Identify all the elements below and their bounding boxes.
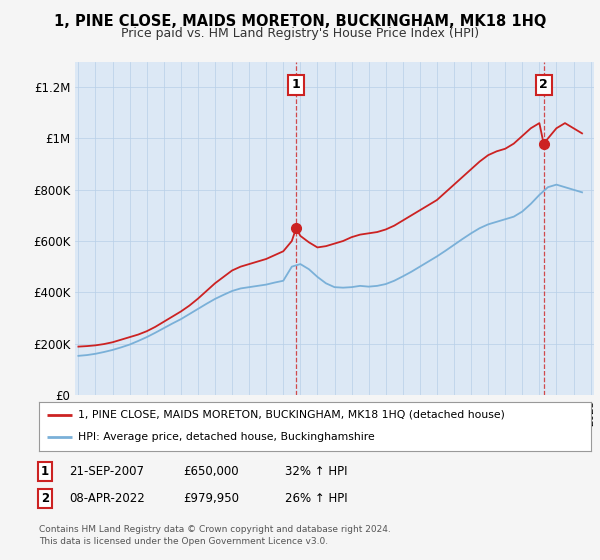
Text: 1: 1 <box>41 465 49 478</box>
Text: 2: 2 <box>41 492 49 505</box>
Text: 08-APR-2022: 08-APR-2022 <box>69 492 145 505</box>
Text: HPI: Average price, detached house, Buckinghamshire: HPI: Average price, detached house, Buck… <box>77 432 374 442</box>
Text: 1, PINE CLOSE, MAIDS MORETON, BUCKINGHAM, MK18 1HQ: 1, PINE CLOSE, MAIDS MORETON, BUCKINGHAM… <box>54 14 546 29</box>
Text: 2: 2 <box>539 78 548 91</box>
Text: 32% ↑ HPI: 32% ↑ HPI <box>285 465 347 478</box>
Text: Price paid vs. HM Land Registry's House Price Index (HPI): Price paid vs. HM Land Registry's House … <box>121 27 479 40</box>
Text: £650,000: £650,000 <box>183 465 239 478</box>
Text: £979,950: £979,950 <box>183 492 239 505</box>
Text: 26% ↑ HPI: 26% ↑ HPI <box>285 492 347 505</box>
Text: 21-SEP-2007: 21-SEP-2007 <box>69 465 144 478</box>
Text: 1, PINE CLOSE, MAIDS MORETON, BUCKINGHAM, MK18 1HQ (detached house): 1, PINE CLOSE, MAIDS MORETON, BUCKINGHAM… <box>77 410 505 420</box>
Text: Contains HM Land Registry data © Crown copyright and database right 2024.
This d: Contains HM Land Registry data © Crown c… <box>39 525 391 546</box>
Text: 1: 1 <box>292 78 301 91</box>
